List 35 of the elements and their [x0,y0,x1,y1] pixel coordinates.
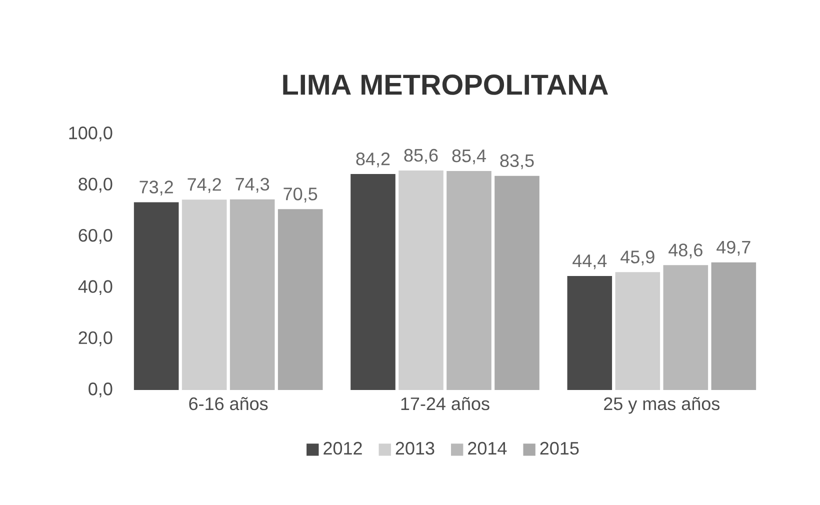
data-label: 73,2 [140,180,173,196]
data-label: 49,7 [716,240,750,256]
data-label: 84,2 [356,152,390,168]
y-tick-label: 40,0 [78,280,112,296]
bar [446,170,492,390]
data-label: 45,9 [620,250,654,266]
chart-title: LIMA METROPOLITANA [283,74,608,95]
legend-label: 2012 [324,442,362,455]
legend-label: 2015 [540,442,579,455]
data-label: 74,3 [236,178,270,193]
bar [350,174,396,390]
x-tick-label: 25 y mas años [604,397,720,414]
data-label: 44,4 [572,254,607,270]
data-label: 48,6 [668,244,702,259]
legend-label: 2013 [396,442,434,455]
x-tick-label: 6-16 años [189,397,268,410]
y-tick-label: 60,0 [78,228,112,244]
y-tick-label: 100,0 [69,126,112,142]
bar [230,199,275,390]
bar [134,202,179,390]
data-label: 85,6 [404,148,438,164]
data-label: 70,5 [284,188,318,202]
legend-label: 2014 [468,442,507,455]
data-label: 83,5 [500,154,534,170]
x-tick-label: 17-24 años [401,397,490,410]
y-tick-label: 20,0 [78,331,112,346]
bar [278,209,323,390]
bar [711,262,756,390]
data-label: 85,4 [452,149,486,164]
bar [567,276,612,390]
y-tick-label: 80,0 [78,178,112,193]
y-tick-label: 0,0 [88,382,112,398]
data-label: 74,2 [188,178,221,193]
bar [494,176,540,390]
bar [663,265,708,390]
